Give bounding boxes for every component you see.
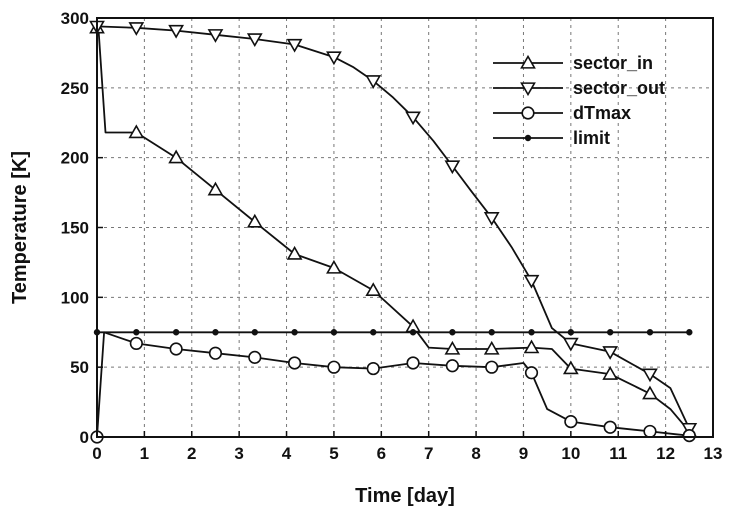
x-tick-label: 8 xyxy=(471,444,480,463)
legend-marker-sector_in xyxy=(520,54,536,69)
legend-marker-dTmax xyxy=(521,106,535,120)
x-tick-label: 3 xyxy=(234,444,243,463)
marker-dTmax xyxy=(169,342,183,356)
x-tick-label: 10 xyxy=(561,444,580,463)
marker-limit xyxy=(686,329,693,336)
marker-sector_in xyxy=(128,124,145,139)
y-tick-label: 200 xyxy=(61,149,89,168)
marker-sector_in xyxy=(642,385,658,400)
y-tick-label: 0 xyxy=(80,428,89,447)
x-tick-label: 4 xyxy=(282,444,292,463)
marker-sector_out xyxy=(562,337,579,352)
x-tick-label: 11 xyxy=(609,444,627,463)
marker-sector_in xyxy=(562,360,579,375)
marker-dTmax xyxy=(327,360,341,374)
marker-limit xyxy=(488,329,495,336)
marker-sector_in xyxy=(286,245,303,260)
marker-limit xyxy=(172,329,180,336)
x-tick-label: 13 xyxy=(704,444,723,463)
marker-limit xyxy=(251,329,258,336)
marker-sector_out xyxy=(523,274,540,289)
legend-label-limit: limit xyxy=(573,128,610,148)
marker-sector_out xyxy=(365,75,382,89)
x-tick-label: 6 xyxy=(377,444,386,463)
marker-dTmax xyxy=(248,350,262,364)
marker-dTmax xyxy=(643,424,657,439)
y-tick-label: 100 xyxy=(61,288,89,307)
marker-dTmax xyxy=(287,356,302,370)
marker-limit xyxy=(409,329,417,336)
marker-limit xyxy=(133,329,140,336)
marker-limit xyxy=(528,329,535,336)
y-tick-label: 150 xyxy=(61,219,89,238)
x-tick-label: 9 xyxy=(519,444,528,463)
marker-limit xyxy=(212,329,219,336)
marker-sector_in xyxy=(365,282,382,297)
marker-limit xyxy=(291,329,298,336)
marker-sector_in xyxy=(483,340,500,355)
marker-limit xyxy=(330,329,338,336)
marker-dTmax xyxy=(485,360,499,374)
marker-limit xyxy=(449,329,456,336)
series-line-sector_out xyxy=(96,25,691,429)
marker-sector_out xyxy=(286,38,303,53)
legend-marker-limit xyxy=(524,134,532,142)
series-markers xyxy=(89,19,698,444)
legend-marker-sector_out xyxy=(520,82,536,97)
marker-sector_out xyxy=(326,51,342,66)
marker-sector_in xyxy=(168,149,185,164)
marker-dTmax xyxy=(366,361,380,376)
series-line-dTmax xyxy=(96,331,690,438)
marker-sector_out xyxy=(246,33,263,48)
x-tick-label: 2 xyxy=(187,444,196,463)
marker-sector_out xyxy=(168,24,185,39)
marker-dTmax xyxy=(406,356,420,370)
y-tick-label: 250 xyxy=(61,79,89,98)
y-tick-label: 300 xyxy=(61,9,89,28)
marker-sector_in xyxy=(523,339,540,354)
marker-sector_out xyxy=(602,346,619,360)
marker-sector_in xyxy=(444,340,461,355)
y-axis-label: Temperature [K] xyxy=(9,151,31,304)
marker-limit xyxy=(370,329,377,336)
marker-limit xyxy=(567,329,575,336)
marker-sector_out xyxy=(444,160,461,175)
legend: sector_in sector_out dTmax limit xyxy=(493,53,665,148)
marker-sector_in xyxy=(602,366,619,380)
marker-dTmax xyxy=(564,415,578,429)
marker-dTmax xyxy=(603,420,617,434)
y-tick-label: 50 xyxy=(70,358,89,377)
legend-label-dTmax: dTmax xyxy=(573,103,631,123)
x-tick-label: 5 xyxy=(329,444,338,463)
marker-dTmax xyxy=(445,359,459,373)
legend-label-sector_in: sector_in xyxy=(573,53,653,73)
marker-sector_out xyxy=(405,111,421,126)
marker-sector_in xyxy=(207,181,224,196)
marker-sector_out xyxy=(128,22,145,36)
marker-sector_in xyxy=(326,259,342,274)
marker-dTmax xyxy=(208,346,223,360)
marker-sector_out xyxy=(483,212,500,226)
x-tick-label: 0 xyxy=(92,444,101,463)
x-tick-label: 1 xyxy=(140,444,149,463)
marker-sector_out xyxy=(642,368,658,383)
x-tick-label: 12 xyxy=(656,444,675,463)
marker-dTmax xyxy=(524,366,539,380)
marker-limit xyxy=(606,329,614,336)
marker-sector_in xyxy=(246,213,263,228)
x-axis-label: Time [day] xyxy=(355,485,455,507)
marker-limit xyxy=(646,329,654,336)
x-tick-label: 7 xyxy=(424,444,433,463)
marker-dTmax xyxy=(682,429,696,443)
marker-sector_out xyxy=(207,29,224,43)
marker-dTmax xyxy=(129,336,143,351)
legend-label-sector_out: sector_out xyxy=(573,78,665,98)
